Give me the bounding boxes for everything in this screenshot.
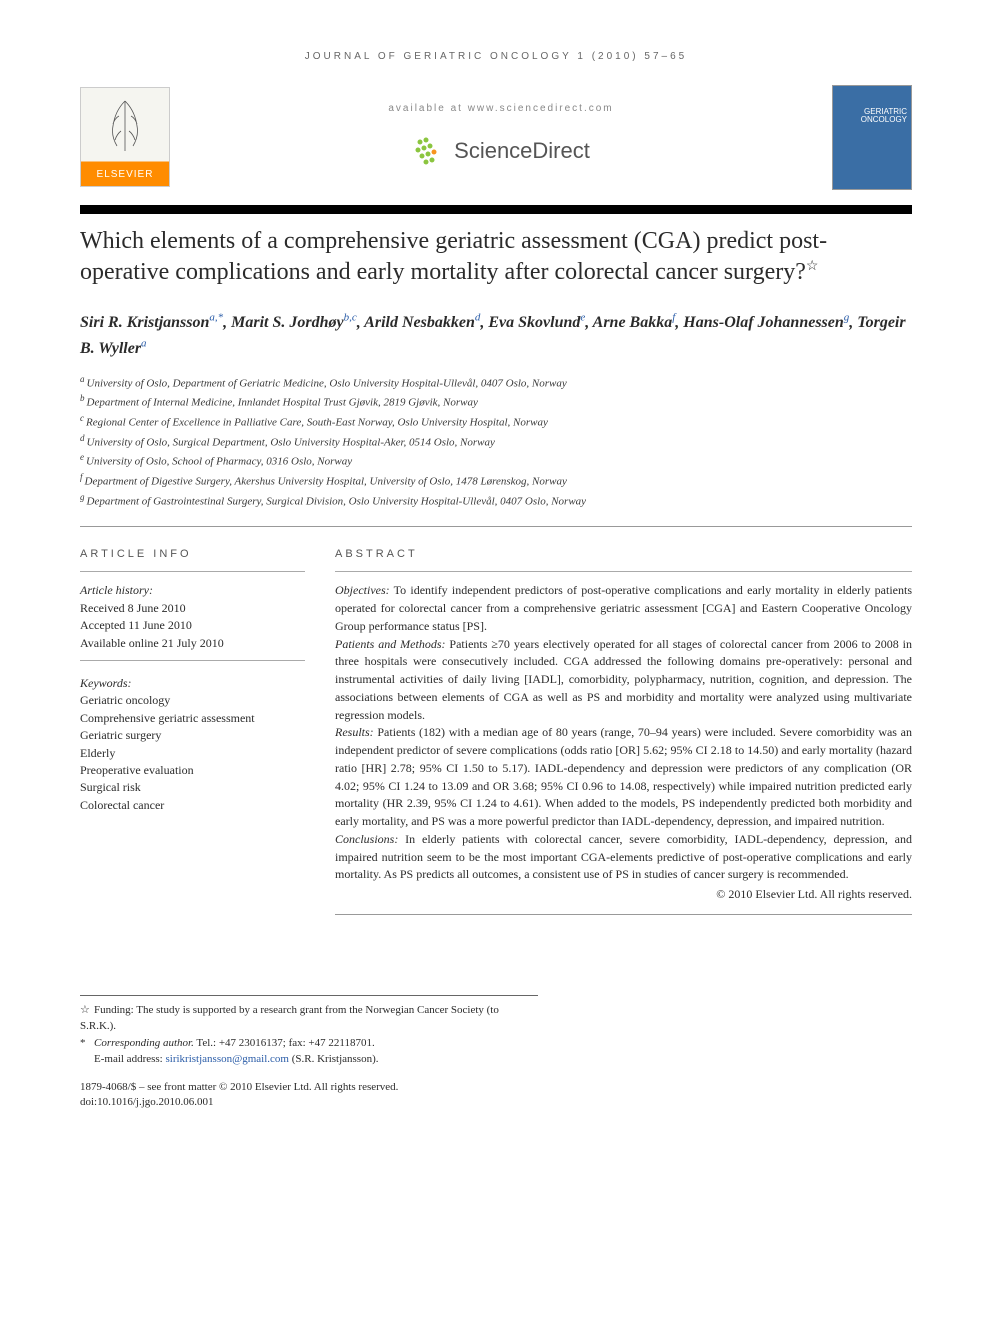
history-item: Received 8 June 2010 — [80, 600, 305, 617]
affiliation: eUniversity of Oslo, School of Pharmacy,… — [80, 451, 912, 471]
affiliation: aUniversity of Oslo, Department of Geria… — [80, 373, 912, 393]
sciencedirect-text: ScienceDirect — [454, 135, 590, 167]
title-note-symbol: ☆ — [806, 259, 819, 274]
author: Eva Skovlunde — [488, 314, 585, 331]
author: Hans-Olaf Johannesseng — [683, 314, 849, 331]
keywords-label: Keywords: — [80, 675, 305, 692]
keyword-item: Elderly — [80, 745, 305, 762]
keyword-item: Geriatric surgery — [80, 727, 305, 744]
keyword-item: Colorectal cancer — [80, 797, 305, 814]
footnotes: ☆Funding: The study is supported by a re… — [80, 995, 538, 1068]
doi-block: 1879-4068/$ – see front matter © 2010 El… — [80, 1080, 912, 1111]
affiliation: cRegional Center of Excellence in Pallia… — [80, 412, 912, 432]
corr-label: Corresponding author. — [94, 1037, 194, 1049]
elsevier-logo: ELSEVIER — [80, 87, 170, 187]
author: Arild Nesbakkend — [364, 314, 480, 331]
keyword-item: Preoperative evaluation — [80, 762, 305, 779]
history-label: Article history: — [80, 582, 305, 599]
keywords-list: Geriatric oncologyComprehensive geriatri… — [80, 692, 305, 814]
header-row: ELSEVIER available at www.sciencedirect.… — [80, 85, 912, 190]
keyword-item: Comprehensive geriatric assessment — [80, 710, 305, 727]
email-paren: (S.R. Kristjansson). — [289, 1053, 379, 1065]
elsevier-tree-icon — [95, 96, 155, 156]
history-list: Received 8 June 2010Accepted 11 June 201… — [80, 600, 305, 652]
abstract-segment-label: Conclusions: — [335, 832, 398, 846]
header-center: available at www.sciencedirect.com Scien… — [170, 102, 832, 171]
affiliation: dUniversity of Oslo, Surgical Department… — [80, 432, 912, 452]
sciencedirect-dots-icon — [412, 136, 448, 166]
funding-footnote: ☆Funding: The study is supported by a re… — [80, 1002, 538, 1035]
doi-line: doi:10.1016/j.jgo.2010.06.001 — [80, 1095, 912, 1110]
divider — [80, 526, 912, 527]
email-link[interactable]: sirikristjansson@gmail.com — [165, 1053, 288, 1065]
history-item: Accepted 11 June 2010 — [80, 617, 305, 634]
corresponding-footnote: *Corresponding author. Tel.: +47 2301613… — [80, 1035, 538, 1052]
author: Marit S. Jordhøyb,c — [231, 314, 357, 331]
corr-contact: Tel.: +47 23016137; fax: +47 22118701. — [194, 1037, 375, 1049]
available-at-text: available at www.sciencedirect.com — [190, 102, 812, 117]
abstract-segment-text: To identify independent predictors of po… — [335, 583, 912, 633]
abstract-heading: ABSTRACT — [335, 547, 912, 572]
info-divider — [80, 660, 305, 661]
keyword-item: Surgical risk — [80, 779, 305, 796]
article-info-column: ARTICLE INFO Article history: Received 8… — [80, 547, 305, 914]
abstract-column: ABSTRACT Objectives: To identify indepen… — [335, 547, 912, 914]
affiliations-list: aUniversity of Oslo, Department of Geria… — [80, 373, 912, 511]
abstract-segment-label: Patients and Methods: — [335, 637, 446, 651]
funding-text: Funding: The study is supported by a res… — [80, 1004, 499, 1033]
title-text: Which elements of a comprehensive geriat… — [80, 228, 827, 285]
abstract-segment-label: Objectives: — [335, 583, 390, 597]
email-label: E-mail address: — [94, 1053, 165, 1065]
affiliation: bDepartment of Internal Medicine, Innlan… — [80, 392, 912, 412]
abstract-text: Objectives: To identify independent pred… — [335, 582, 912, 884]
article-title: Which elements of a comprehensive geriat… — [80, 226, 912, 288]
authors-line: Siri R. Kristjanssona,*, Marit S. Jordhø… — [80, 310, 912, 361]
journal-reference: JOURNAL OF GERIATRIC ONCOLOGY 1 (2010) 5… — [80, 50, 912, 65]
funding-symbol: ☆ — [80, 1002, 94, 1019]
email-footnote: E-mail address: sirikristjansson@gmail.c… — [80, 1051, 538, 1068]
copyright-text: © 2010 Elsevier Ltd. All rights reserved… — [335, 886, 912, 903]
abstract-bottom-rule — [335, 914, 912, 915]
title-divider-bar — [80, 205, 912, 214]
affiliation: fDepartment of Digestive Surgery, Akersh… — [80, 471, 912, 491]
affiliation: gDepartment of Gastrointestinal Surgery,… — [80, 491, 912, 511]
history-item: Available online 21 July 2010 — [80, 635, 305, 652]
sciencedirect-logo: ScienceDirect — [412, 135, 590, 167]
keyword-item: Geriatric oncology — [80, 692, 305, 709]
author: Arne Bakkaf — [593, 314, 676, 331]
elsevier-name: ELSEVIER — [97, 168, 154, 187]
front-matter-line: 1879-4068/$ – see front matter © 2010 El… — [80, 1080, 912, 1095]
journal-cover-thumbnail: GERIATRIC ONCOLOGY — [832, 85, 912, 190]
author: Siri R. Kristjanssona,* — [80, 314, 223, 331]
cover-title: GERIATRIC ONCOLOGY — [837, 108, 907, 126]
abstract-segment-label: Results: — [335, 725, 374, 739]
article-info-heading: ARTICLE INFO — [80, 547, 305, 572]
abstract-segment-text: Patients (182) with a median age of 80 y… — [335, 725, 912, 828]
abstract-segment-text: In elderly patients with colorectal canc… — [335, 832, 912, 882]
corr-symbol: * — [80, 1035, 94, 1052]
